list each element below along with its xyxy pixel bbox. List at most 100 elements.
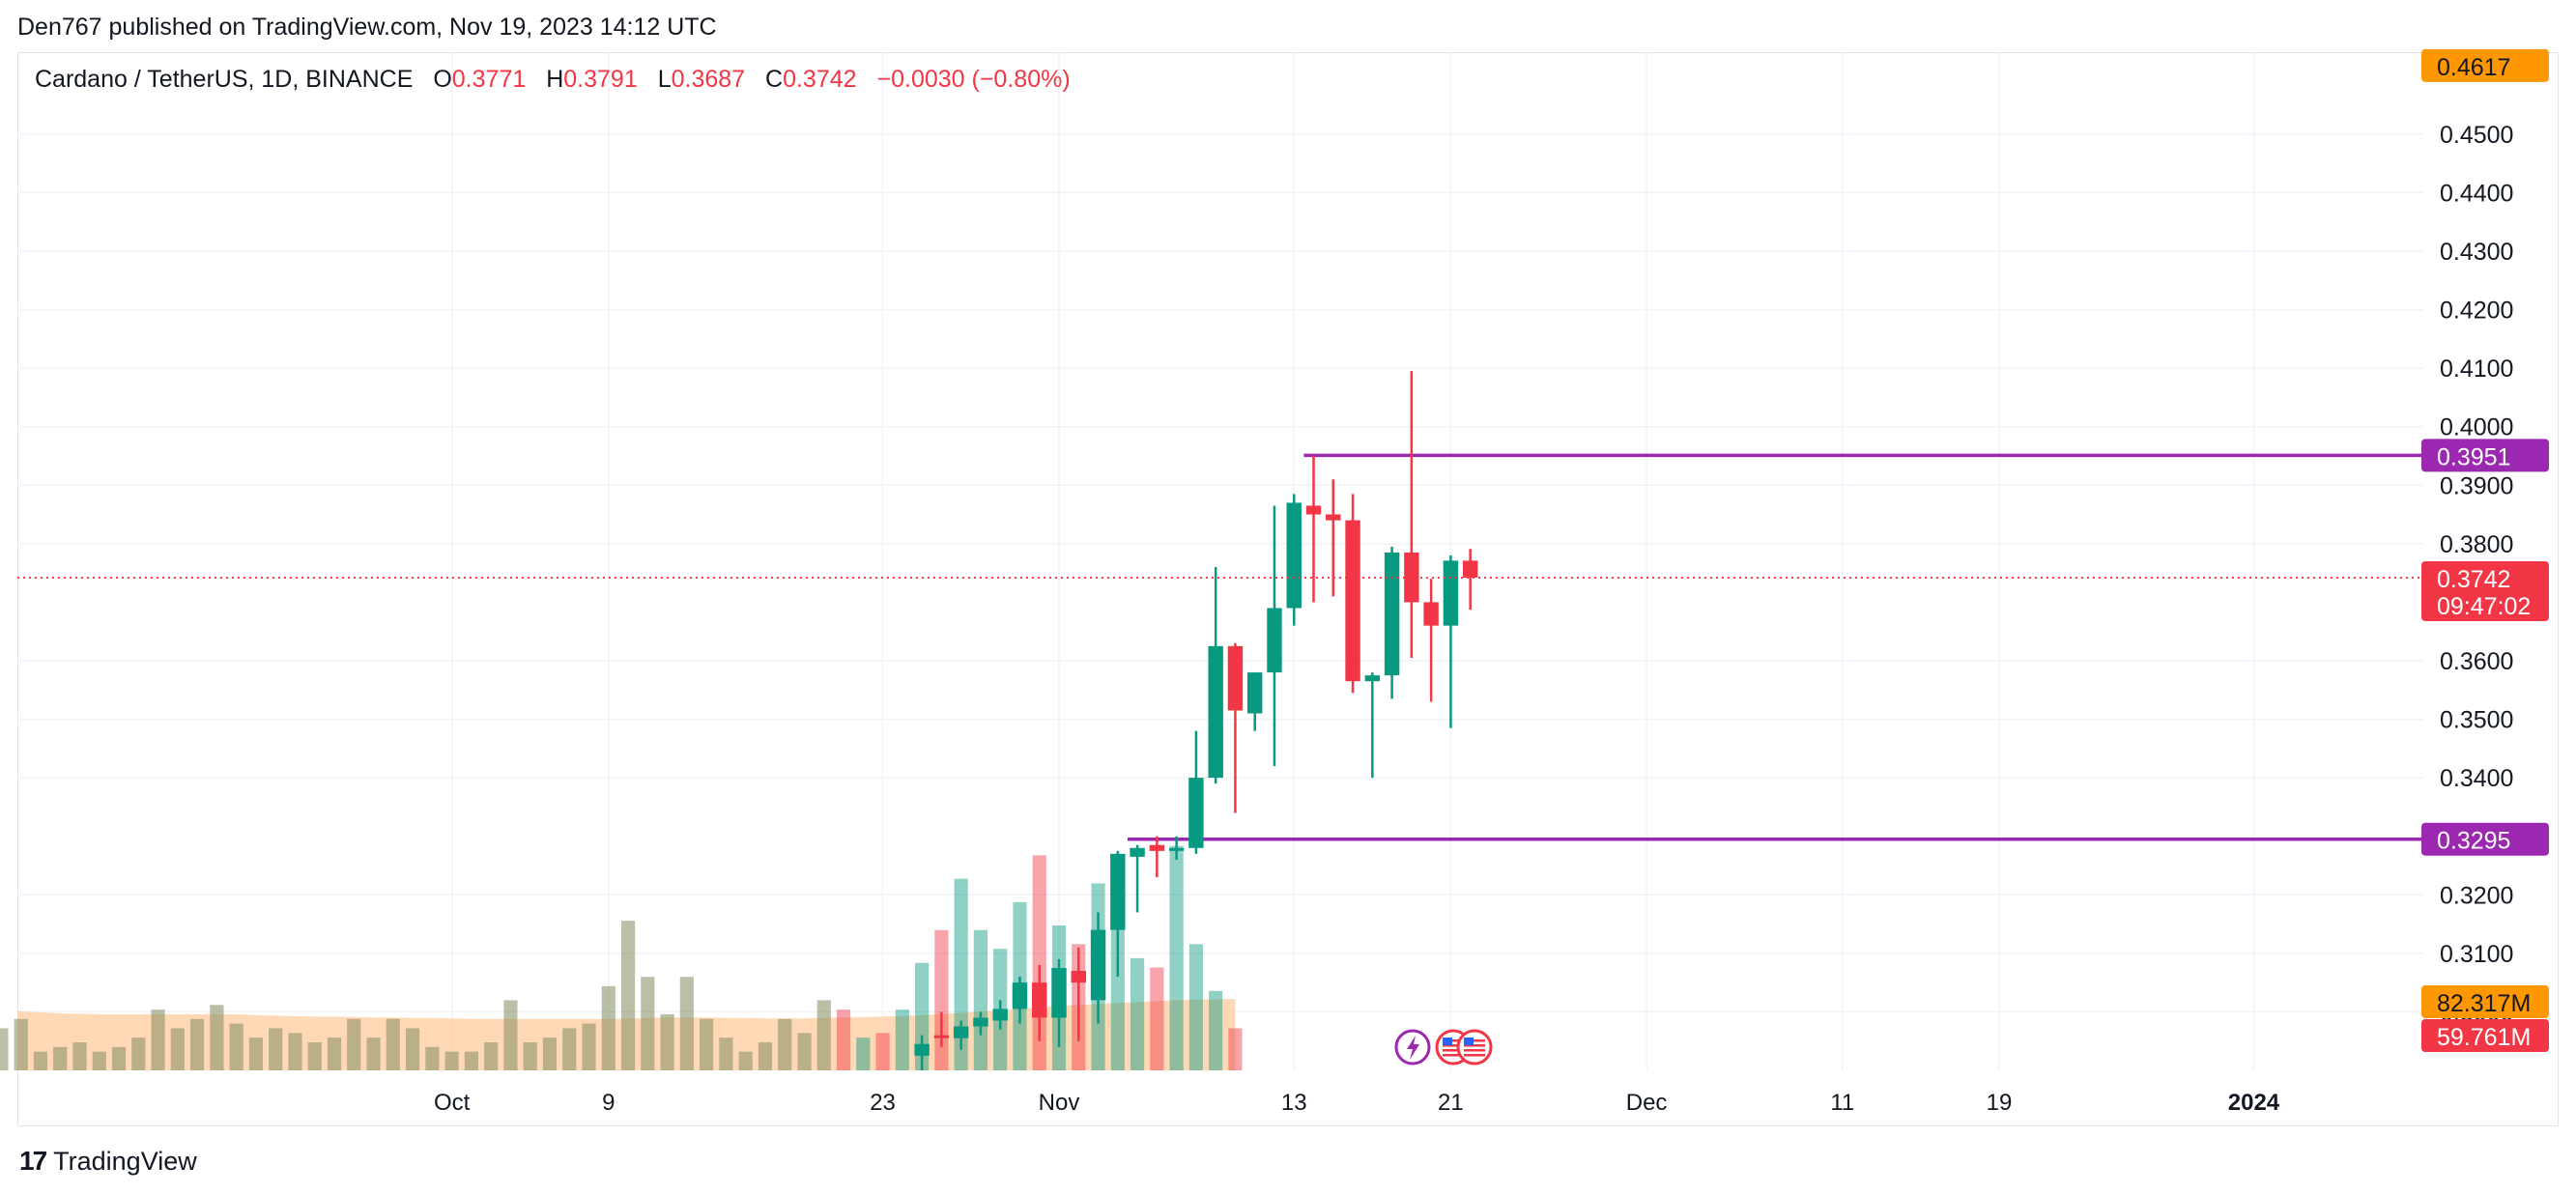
flag-stripe (1443, 1049, 1464, 1052)
top-price-tag: 0.4617 (2421, 48, 2549, 82)
candle-body (1286, 502, 1302, 609)
chart-grid (17, 52, 2423, 1070)
volume-bar (210, 1005, 224, 1070)
volume-bar (190, 1018, 205, 1070)
price-tick-label: 0.4200 (2440, 298, 2513, 325)
candle (1071, 947, 1086, 1041)
resistance-price-tag-bg (2421, 439, 2549, 472)
lightning-icon (1394, 1029, 1431, 1066)
volume-bar (464, 1051, 478, 1070)
volume-bar (660, 1013, 674, 1070)
candle-body (1227, 645, 1244, 711)
price-tick-label: 0.4400 (2440, 180, 2513, 207)
volume-bar (1130, 957, 1145, 1070)
volume-bar (269, 1028, 283, 1070)
candle-body (1404, 552, 1419, 603)
candle-body (973, 1017, 988, 1027)
price-tick-label: 0.3800 (2440, 531, 2513, 558)
volume-last-tag-text: 59.761M (2437, 1024, 2531, 1051)
time-tick-label: 21 (1438, 1090, 1464, 1116)
volume-bar (738, 1051, 753, 1070)
price-tick-label: 0.4300 (2440, 239, 2513, 266)
time-tick-label: 13 (1281, 1090, 1307, 1116)
tradingview-logo-icon: 17 (19, 1146, 47, 1176)
price-tick-label: 0.3400 (2440, 765, 2513, 792)
volume-bar (327, 1038, 342, 1070)
candle-body (1051, 967, 1067, 1018)
candle (1208, 567, 1223, 784)
volume-bar (484, 1041, 499, 1070)
support-price-tag-bg (2421, 822, 2549, 856)
price-tick-label: 0.3100 (2440, 941, 2513, 968)
candle-body (914, 1043, 930, 1056)
candlesticks (914, 371, 1478, 1070)
volume-bar (778, 1018, 792, 1070)
volume-bar (582, 1023, 596, 1070)
candle (1462, 549, 1478, 611)
volume-bar (679, 977, 694, 1070)
current-price-tag-bg (2421, 560, 2549, 621)
footer-brand[interactable]: 17 TradingView (19, 1146, 197, 1177)
volume-bar (405, 1028, 420, 1070)
candle-body (1130, 847, 1145, 857)
volume-bar (347, 1018, 361, 1070)
candle-body (1462, 560, 1478, 578)
volume-bar (53, 1046, 68, 1070)
volume-bars (0, 845, 1243, 1070)
candle (1384, 546, 1400, 699)
candle (992, 1000, 1008, 1030)
volume-bar (1188, 944, 1203, 1070)
candle (1051, 958, 1067, 1047)
candle (1267, 505, 1282, 767)
time-tick-label: 19 (1987, 1090, 2013, 1116)
volume-bar (1169, 845, 1184, 1070)
volume-bar (229, 1023, 243, 1070)
volume-bar (425, 1046, 440, 1070)
candle (933, 1011, 950, 1047)
candle (973, 1011, 988, 1036)
candle (1286, 494, 1302, 626)
volume-bar (797, 1033, 812, 1070)
close-value: 0.3742 (783, 66, 857, 93)
chart-frame (17, 52, 2559, 1126)
price-tick-label: 0.3200 (2440, 882, 2513, 909)
flag-stripe (1464, 1044, 1485, 1047)
price-tick-label: 0.3900 (2440, 472, 2513, 499)
price-tick-label: 0.4500 (2440, 122, 2513, 149)
volume-bar (973, 929, 988, 1070)
candle-body (1267, 608, 1282, 673)
volume-bar (170, 1028, 185, 1070)
candle-body (992, 1009, 1008, 1021)
volume-bar (641, 977, 655, 1070)
volume-bar (719, 1038, 733, 1070)
volume-bar (562, 1028, 577, 1070)
time-tick-label: 2024 (2228, 1090, 2280, 1116)
volume-bar (14, 1018, 28, 1070)
volume-bar (33, 1051, 48, 1070)
lightning-shape (1407, 1036, 1419, 1060)
top-price-tag-text: 0.4617 (2437, 54, 2510, 81)
volume-ma-tag: 82.317M (2421, 985, 2549, 1018)
volume-bar (1228, 1028, 1243, 1070)
flag-stripe (1443, 1054, 1464, 1057)
candle (1032, 964, 1047, 1041)
event-icons (1394, 1029, 1493, 1066)
open-value: 0.3771 (451, 66, 527, 93)
candle (1188, 730, 1204, 854)
symbol-legend: Cardano / TetherUS, 1D, BINANCE O0.3771 … (35, 66, 1071, 94)
us-flag-icon-circle (1456, 1029, 1493, 1066)
time-tick-label: Dec (1626, 1090, 1668, 1116)
candle-body (933, 1035, 950, 1038)
time-tick-label: Nov (1039, 1090, 1080, 1116)
current-price-tag-text: 0.3742 (2437, 566, 2510, 593)
volume-bar (816, 1000, 831, 1070)
price-tick-label: 0.4000 (2440, 414, 2513, 441)
candle-body (1364, 675, 1381, 682)
candle (1130, 844, 1145, 913)
volume-bar (758, 1041, 773, 1070)
candle-body (1326, 514, 1341, 521)
candle (1227, 642, 1244, 813)
time-tick-label: 9 (602, 1090, 615, 1116)
